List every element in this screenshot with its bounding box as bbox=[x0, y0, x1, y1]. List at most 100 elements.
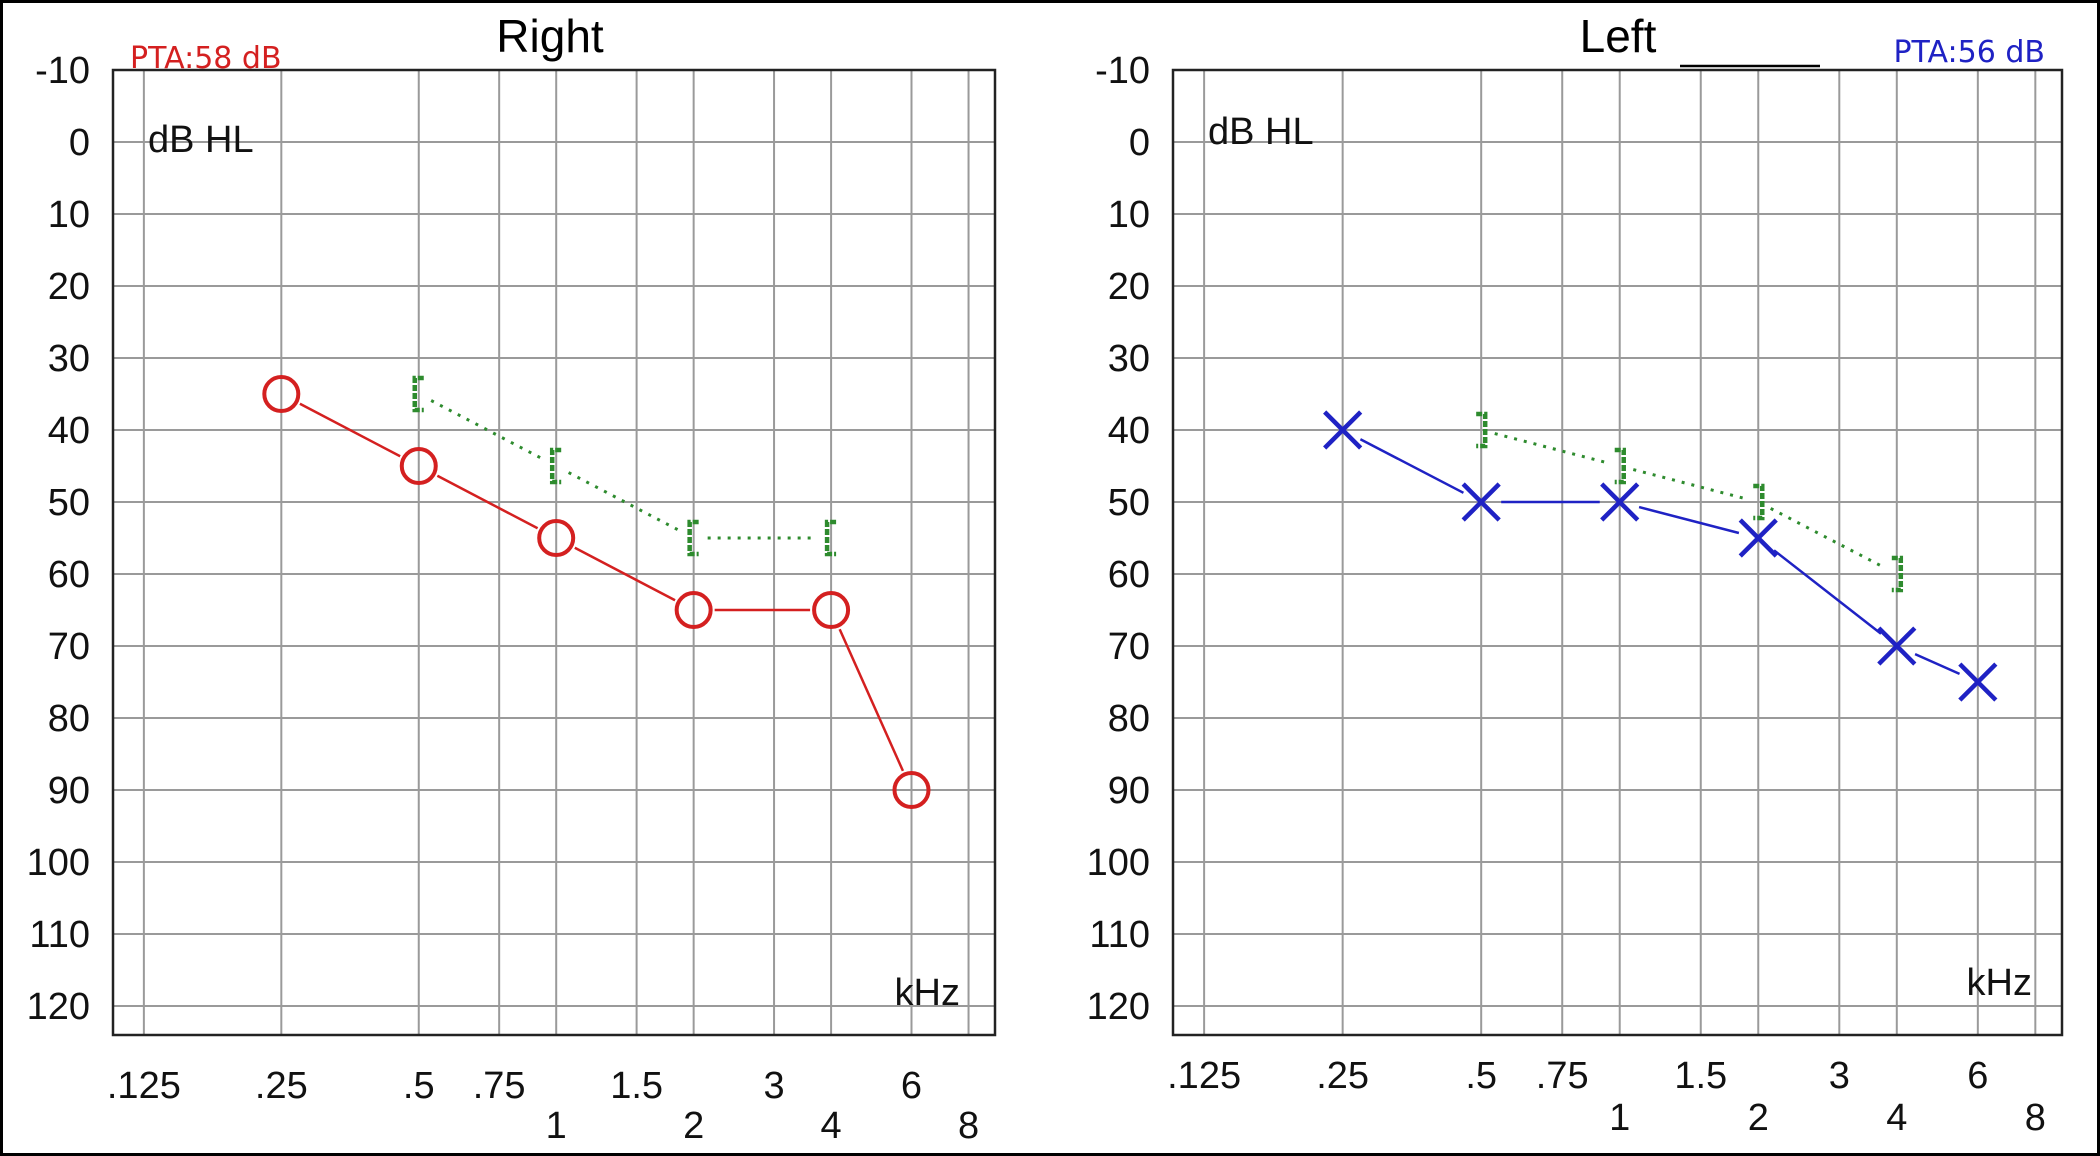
y-tick-label: 0 bbox=[69, 122, 90, 164]
cross-marker bbox=[1738, 518, 1778, 558]
cross-stroke bbox=[1600, 482, 1640, 522]
x-tick-label: .125 bbox=[1167, 1055, 1241, 1097]
y-tick-label: 60 bbox=[1108, 554, 1150, 596]
y-tick-label: 70 bbox=[1108, 626, 1150, 668]
x-tick-label: 1.5 bbox=[1674, 1055, 1727, 1097]
y-tick-label: 50 bbox=[1108, 482, 1150, 524]
x-tick-label: 2 bbox=[1748, 1097, 1769, 1139]
chart-title: Right bbox=[496, 10, 604, 62]
x-tick-label: 6 bbox=[901, 1065, 922, 1107]
x-tick-label: 8 bbox=[958, 1105, 979, 1147]
circle-marker bbox=[812, 591, 851, 630]
plot-frame bbox=[1171, 68, 2064, 1037]
series-air-conduction bbox=[1323, 410, 1998, 702]
series-bone-conduction-masked bbox=[412, 375, 837, 557]
y-tick-label: 110 bbox=[1089, 914, 1150, 956]
y-tick-label: 100 bbox=[1087, 842, 1150, 884]
series-connector bbox=[567, 471, 682, 533]
x-tick-label: 3 bbox=[1829, 1055, 1850, 1097]
bracket-marker bbox=[1891, 555, 1904, 593]
pta-label: PTA:56 dB bbox=[1893, 35, 2045, 70]
x-tick-label: 8 bbox=[2025, 1097, 2046, 1139]
x-tick-label: 2 bbox=[683, 1105, 704, 1147]
y-tick-label: 80 bbox=[1108, 698, 1150, 740]
x-tick-label: 1 bbox=[546, 1105, 567, 1147]
y-tick-label: 60 bbox=[48, 554, 90, 596]
x-axis-label: kHz bbox=[895, 972, 960, 1014]
cross-marker bbox=[1877, 626, 1917, 666]
y-tick-label: 30 bbox=[48, 338, 90, 380]
y-tick-label: 10 bbox=[48, 194, 90, 236]
circle-marker bbox=[262, 375, 301, 414]
x-tick-label: .75 bbox=[473, 1065, 526, 1107]
series-connector bbox=[838, 628, 905, 772]
series-connector bbox=[574, 546, 676, 602]
y-tick-label: 100 bbox=[27, 842, 90, 884]
cross-stroke bbox=[1877, 626, 1917, 666]
x-tick-label: 1.5 bbox=[610, 1065, 663, 1107]
circle-marker bbox=[892, 771, 931, 810]
x-tick-label: 4 bbox=[1886, 1097, 1907, 1139]
x-tick-label: .75 bbox=[1536, 1055, 1589, 1097]
plot-frame bbox=[111, 68, 997, 1037]
audiogram-panels: Right PTA:58 dB dB HL kHz -10 0 10 20 30 40 50 60 70… bbox=[27, 10, 2064, 1147]
bracket-marker bbox=[549, 447, 562, 485]
x-tick-label: 6 bbox=[1967, 1055, 1988, 1097]
cross-marker bbox=[1958, 662, 1998, 702]
series-connector bbox=[430, 399, 545, 461]
y-tick-label: -10 bbox=[1095, 50, 1150, 92]
audiogram-panel-right: Right PTA:58 dB dB HL kHz -10 0 10 20 30 40 50 60 70… bbox=[27, 10, 997, 1147]
cross-marker bbox=[1323, 410, 1363, 450]
x-tick-label: .5 bbox=[403, 1065, 435, 1107]
y-tick-label: 80 bbox=[48, 698, 90, 740]
y-tick-label: 40 bbox=[48, 410, 90, 452]
series-bone-conduction-masked bbox=[1476, 411, 1904, 593]
series-connector bbox=[1359, 438, 1465, 494]
cross-stroke bbox=[1323, 410, 1363, 450]
x-axis-label: kHz bbox=[1967, 962, 2032, 1004]
y-tick-label: 20 bbox=[48, 266, 90, 308]
x-tick-label: .25 bbox=[255, 1065, 308, 1107]
y-tick-label: 40 bbox=[1108, 410, 1150, 452]
y-axis-label: dB HL bbox=[1208, 111, 1314, 153]
y-tick-label: 10 bbox=[1108, 194, 1150, 236]
series-connector bbox=[1638, 505, 1740, 535]
circle-marker bbox=[674, 591, 713, 630]
series-connector bbox=[1773, 549, 1882, 635]
x-tick-label: .25 bbox=[1316, 1055, 1369, 1097]
x-tick-label: 3 bbox=[763, 1065, 784, 1107]
cross-marker bbox=[1461, 482, 1501, 522]
bracket-marker bbox=[824, 519, 837, 557]
y-tick-label: 90 bbox=[48, 770, 90, 812]
x-tick-label: 4 bbox=[821, 1105, 842, 1147]
circle-marker bbox=[399, 447, 438, 486]
y-tick-label: 20 bbox=[1108, 266, 1150, 308]
series-connector bbox=[1769, 507, 1886, 569]
y-tick-label: 110 bbox=[29, 914, 90, 956]
series-air-conduction bbox=[262, 375, 931, 810]
x-tick-label: 1 bbox=[1609, 1097, 1630, 1139]
cross-stroke bbox=[1738, 518, 1778, 558]
cross-stroke bbox=[1461, 482, 1501, 522]
bracket-marker bbox=[1753, 483, 1765, 521]
bracket-marker bbox=[687, 519, 699, 557]
y-axis-label: dB HL bbox=[148, 119, 254, 161]
bracket-marker bbox=[1476, 411, 1488, 449]
audiogram-panel-left: Left PTA:56 dB dB HL kHz -10 0 10 20 30 40 50 60 70 8… bbox=[1087, 10, 2064, 1139]
series-connector bbox=[299, 402, 401, 458]
x-tick-label: .5 bbox=[1465, 1055, 1497, 1097]
y-tick-label: 120 bbox=[1087, 986, 1150, 1028]
bracket-marker bbox=[412, 375, 424, 413]
y-tick-label: 70 bbox=[48, 626, 90, 668]
cross-stroke bbox=[1958, 662, 1998, 702]
circle-marker bbox=[537, 519, 576, 558]
y-tick-label: -10 bbox=[35, 50, 90, 92]
cross-marker bbox=[1600, 482, 1640, 522]
bracket-marker bbox=[1614, 447, 1626, 485]
pta-label: PTA:58 dB bbox=[130, 41, 282, 76]
series-connector bbox=[1914, 653, 1961, 676]
chart-title: Left bbox=[1580, 10, 1657, 62]
series-connector bbox=[436, 474, 539, 530]
